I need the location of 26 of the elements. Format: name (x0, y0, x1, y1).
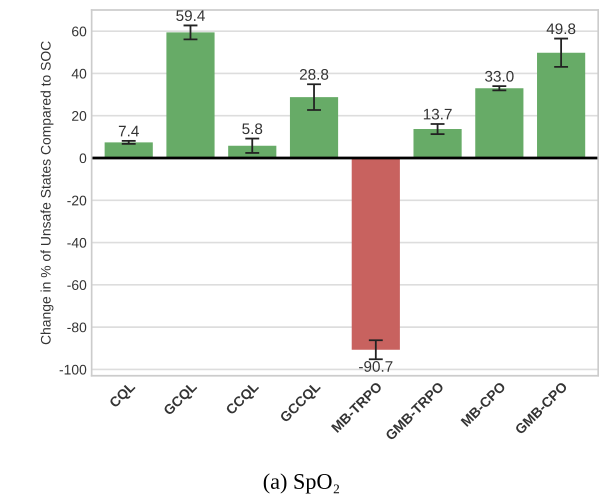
y-tick-label: 0 (80, 153, 86, 164)
y-tick-label: -80 (67, 322, 86, 332)
y-tick-label: -20 (67, 196, 86, 206)
y-axis-title: Change in % of Unsafe States Compared to SOC (40, 41, 54, 344)
y-tick-label: 40 (72, 68, 86, 79)
x-tick-label: CQL (108, 381, 138, 410)
data-label: -90.7 (359, 361, 392, 372)
data-label: 49.8 (546, 23, 576, 34)
bar (413, 129, 462, 158)
y-tick-label: -60 (67, 280, 86, 290)
text: (a) SpO₂ (264, 473, 340, 494)
data-label: 13.7 (424, 108, 452, 120)
bar (290, 97, 338, 158)
data-label: 59.4 (176, 10, 205, 22)
y-tick-label: 60 (72, 26, 86, 36)
bar (475, 88, 524, 158)
data-label: 7.4 (118, 126, 139, 136)
y-tick-label: 20 (72, 111, 86, 121)
data-label: 33.0 (485, 70, 514, 82)
bar (537, 52, 586, 158)
data-label: 28.8 (300, 68, 328, 80)
y-tick-label: -100 (60, 364, 86, 375)
bar (166, 32, 215, 158)
data-label: 5.8 (242, 123, 262, 134)
y-tick-label: -40 (67, 238, 86, 248)
bar (352, 158, 400, 350)
